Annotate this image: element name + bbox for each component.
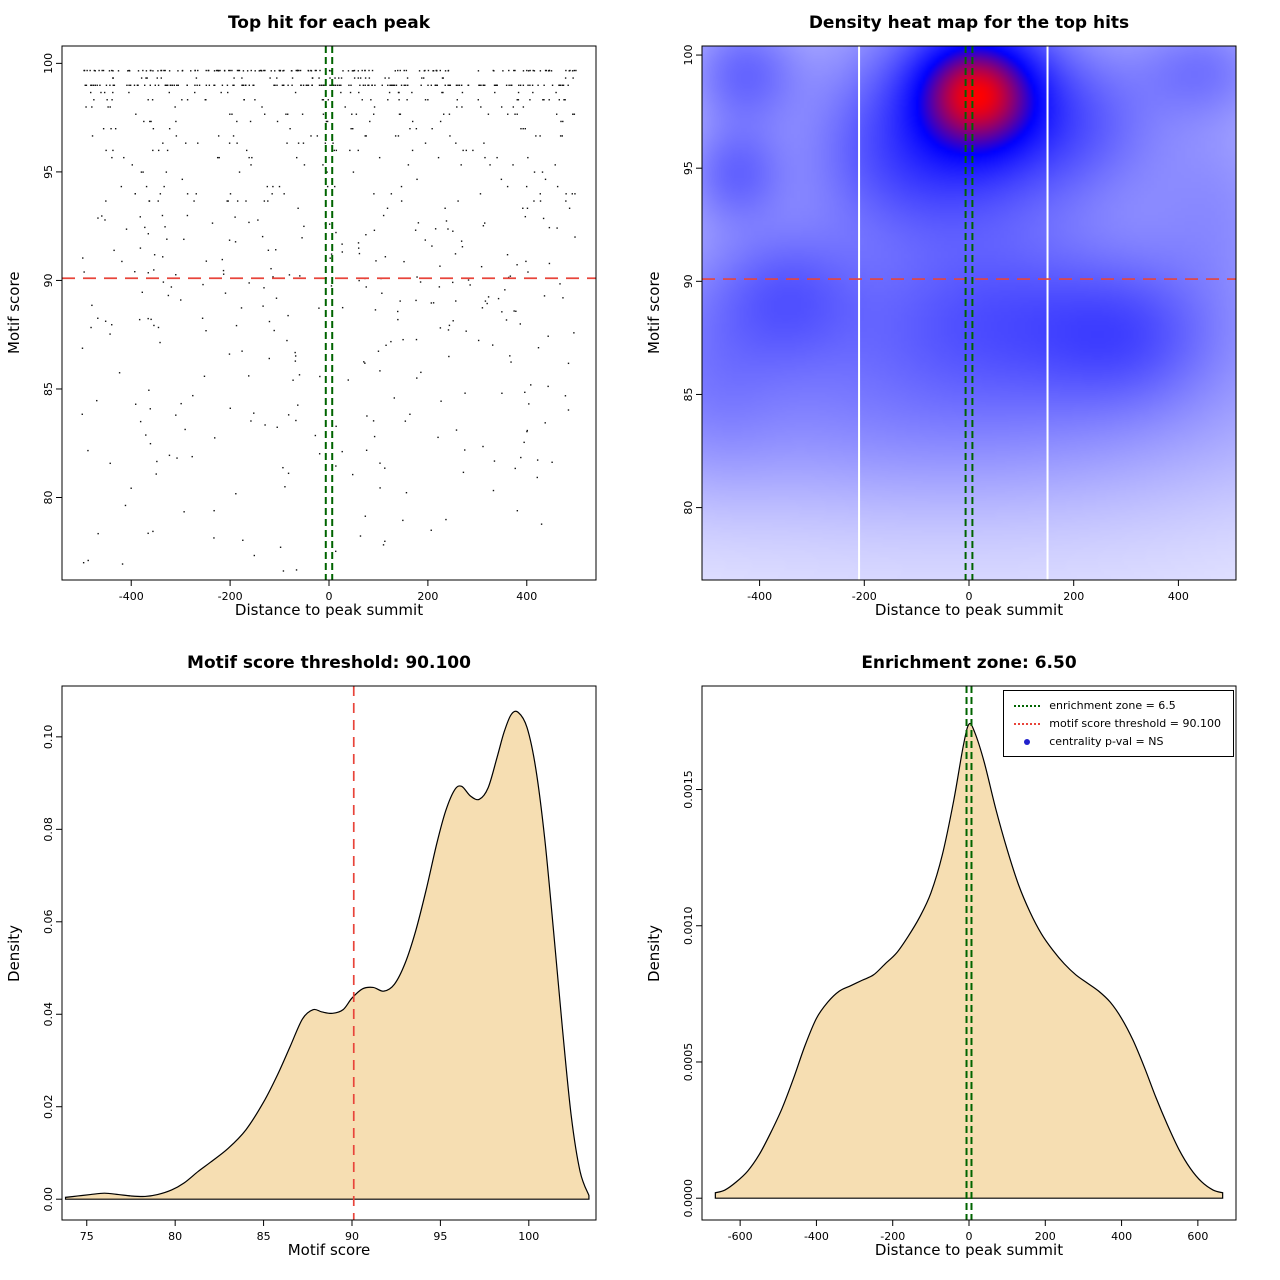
legend-item-centrality-pval: centrality p-val = NS <box>1014 734 1221 749</box>
legend-item-score-threshold: motif score threshold = 90.100 <box>1014 716 1221 731</box>
red-dotted-line-swatch <box>1014 722 1041 725</box>
scatter-plot-canvas <box>0 0 640 640</box>
panel-density-heatmap: Density heat map for the top hits Motif … <box>640 0 1280 640</box>
heatmap-canvas <box>640 0 1280 640</box>
blue-point-swatch <box>1014 738 1040 745</box>
panel-motif-score-density: Motif score threshold: 90.100 Density Mo… <box>0 640 640 1280</box>
score-density-ylabel: Density <box>5 924 23 982</box>
heatmap-ylabel: Motif score <box>645 271 663 355</box>
legend-item-enrichment-zone: enrichment zone = 6.5 <box>1014 698 1221 713</box>
plot-legend: enrichment zone = 6.5 motif score thresh… <box>1003 690 1234 757</box>
score-density-canvas <box>0 640 640 1280</box>
legend-label-centrality-pval: centrality p-val = NS <box>1049 735 1164 748</box>
score-density-xlabel: Motif score <box>287 1241 371 1259</box>
heatmap-title: Density heat map for the top hits <box>808 13 1130 33</box>
scatter-title: Top hit for each peak <box>227 13 431 33</box>
enrichment-zone-title: Enrichment zone: 6.50 <box>861 653 1077 673</box>
distance-density-ylabel: Density <box>645 924 663 982</box>
legend-label-enrichment-zone: enrichment zone = 6.5 <box>1049 699 1176 712</box>
scatter-xlabel: Distance to peak summit <box>234 601 424 619</box>
panel-top-hit-scatter: Top hit for each peak Motif score Distan… <box>0 0 640 640</box>
score-density-title: Motif score threshold: 90.100 <box>187 653 471 673</box>
green-dotted-line-swatch <box>1014 704 1041 707</box>
panel-enrichment-zone-density: Enrichment zone: 6.50 Density Distance t… <box>640 640 1280 1280</box>
distance-density-xlabel: Distance to peak summit <box>874 1241 1064 1259</box>
scatter-ylabel: Motif score <box>5 271 23 355</box>
legend-label-score-threshold: motif score threshold = 90.100 <box>1049 717 1221 730</box>
heatmap-xlabel: Distance to peak summit <box>874 601 1064 619</box>
